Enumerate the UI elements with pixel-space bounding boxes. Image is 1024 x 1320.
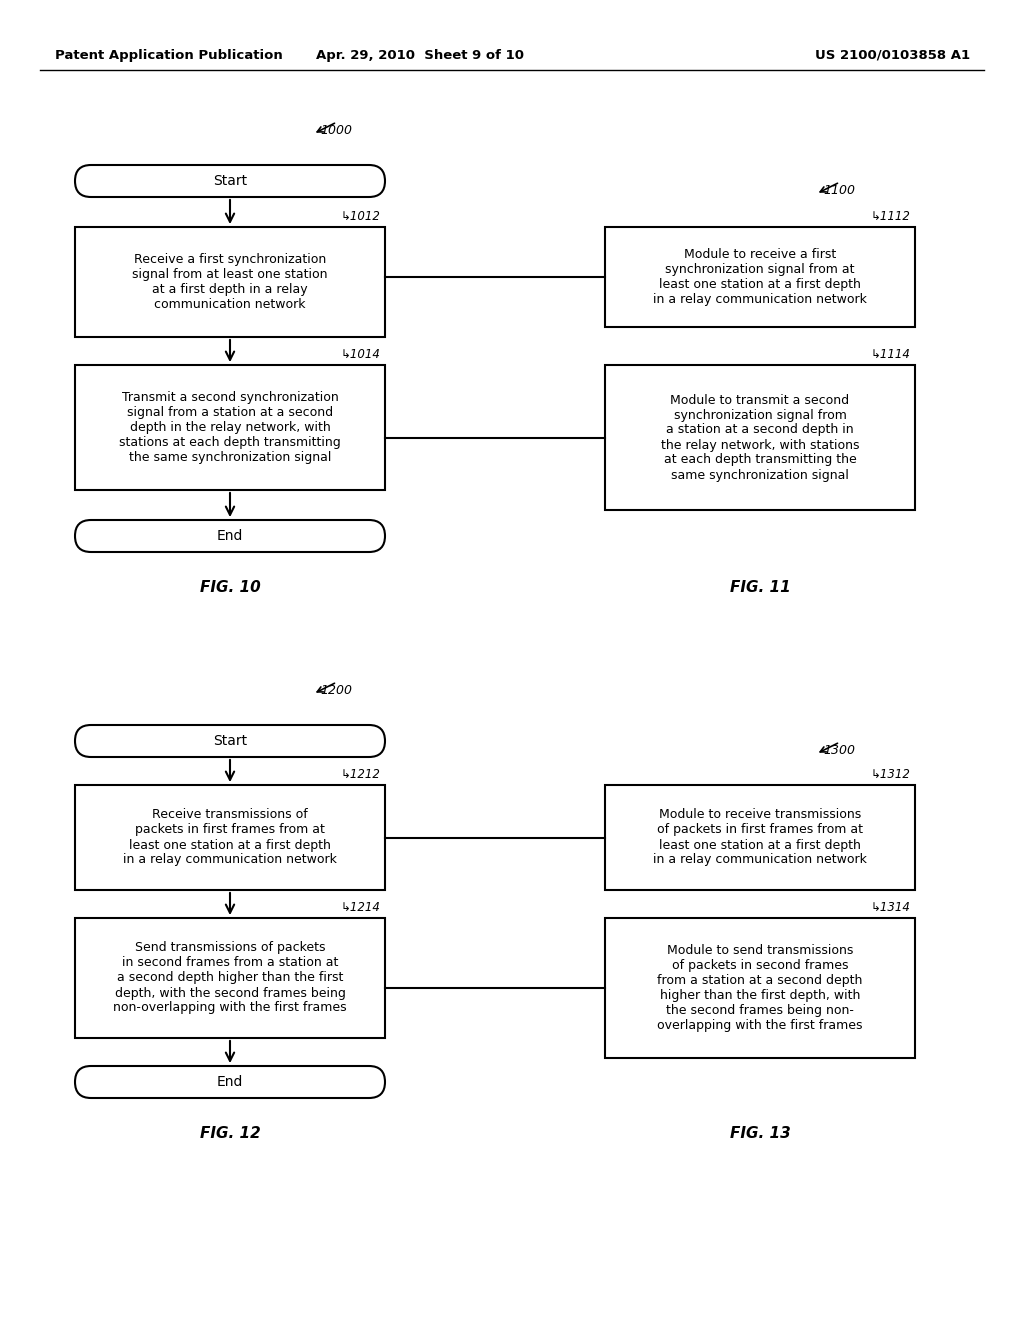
Text: 1200: 1200 (319, 684, 352, 697)
Text: ↳1114: ↳1114 (870, 348, 910, 360)
Text: ↳1312: ↳1312 (870, 768, 910, 781)
Text: Start: Start (213, 174, 247, 187)
Text: FIG. 10: FIG. 10 (200, 579, 260, 594)
Text: Apr. 29, 2010  Sheet 9 of 10: Apr. 29, 2010 Sheet 9 of 10 (316, 49, 524, 62)
Text: Module to transmit a second
synchronization signal from
a station at a second de: Module to transmit a second synchronizat… (660, 393, 859, 482)
Text: 1300: 1300 (823, 743, 855, 756)
Text: End: End (217, 529, 243, 543)
Bar (75, 366, 385, 490)
Text: Receive a first synchronization
signal from at least one station
at a first dept: Receive a first synchronization signal f… (132, 253, 328, 312)
Text: Module to receive a first
synchronization signal from at
least one station at a : Module to receive a first synchronizatio… (653, 248, 867, 306)
FancyBboxPatch shape (75, 1067, 385, 1098)
Text: 1100: 1100 (823, 183, 855, 197)
Text: Receive transmissions of
packets in first frames from at
least one station at a : Receive transmissions of packets in firs… (123, 808, 337, 866)
Text: ↳1112: ↳1112 (870, 210, 910, 223)
Bar (75, 227, 385, 337)
FancyBboxPatch shape (75, 520, 385, 552)
Text: ↳1014: ↳1014 (340, 348, 380, 360)
Bar (75, 785, 385, 890)
Text: Transmit a second synchronization
signal from a station at a second
depth in the: Transmit a second synchronization signal… (119, 391, 341, 465)
Text: ↳1012: ↳1012 (340, 210, 380, 223)
Text: End: End (217, 1074, 243, 1089)
FancyBboxPatch shape (75, 725, 385, 756)
Bar (605, 366, 915, 510)
FancyBboxPatch shape (75, 165, 385, 197)
Text: FIG. 13: FIG. 13 (730, 1126, 791, 1140)
Text: Patent Application Publication: Patent Application Publication (55, 49, 283, 62)
Text: ↳1214: ↳1214 (340, 902, 380, 913)
Text: Send transmissions of packets
in second frames from a station at
a second depth : Send transmissions of packets in second … (114, 941, 347, 1015)
Bar (605, 917, 915, 1059)
Text: 1000: 1000 (319, 124, 352, 136)
Bar (605, 785, 915, 890)
Text: ↳1212: ↳1212 (340, 768, 380, 781)
Bar (75, 917, 385, 1038)
Text: Module to receive transmissions
of packets in first frames from at
least one sta: Module to receive transmissions of packe… (653, 808, 867, 866)
Text: Module to send transmissions
of packets in second frames
from a station at a sec: Module to send transmissions of packets … (657, 944, 863, 1032)
Text: FIG. 12: FIG. 12 (200, 1126, 260, 1140)
Text: ↳1314: ↳1314 (870, 902, 910, 913)
Text: US 2100/0103858 A1: US 2100/0103858 A1 (815, 49, 970, 62)
Bar (605, 227, 915, 327)
Text: FIG. 11: FIG. 11 (730, 579, 791, 594)
Text: Start: Start (213, 734, 247, 748)
